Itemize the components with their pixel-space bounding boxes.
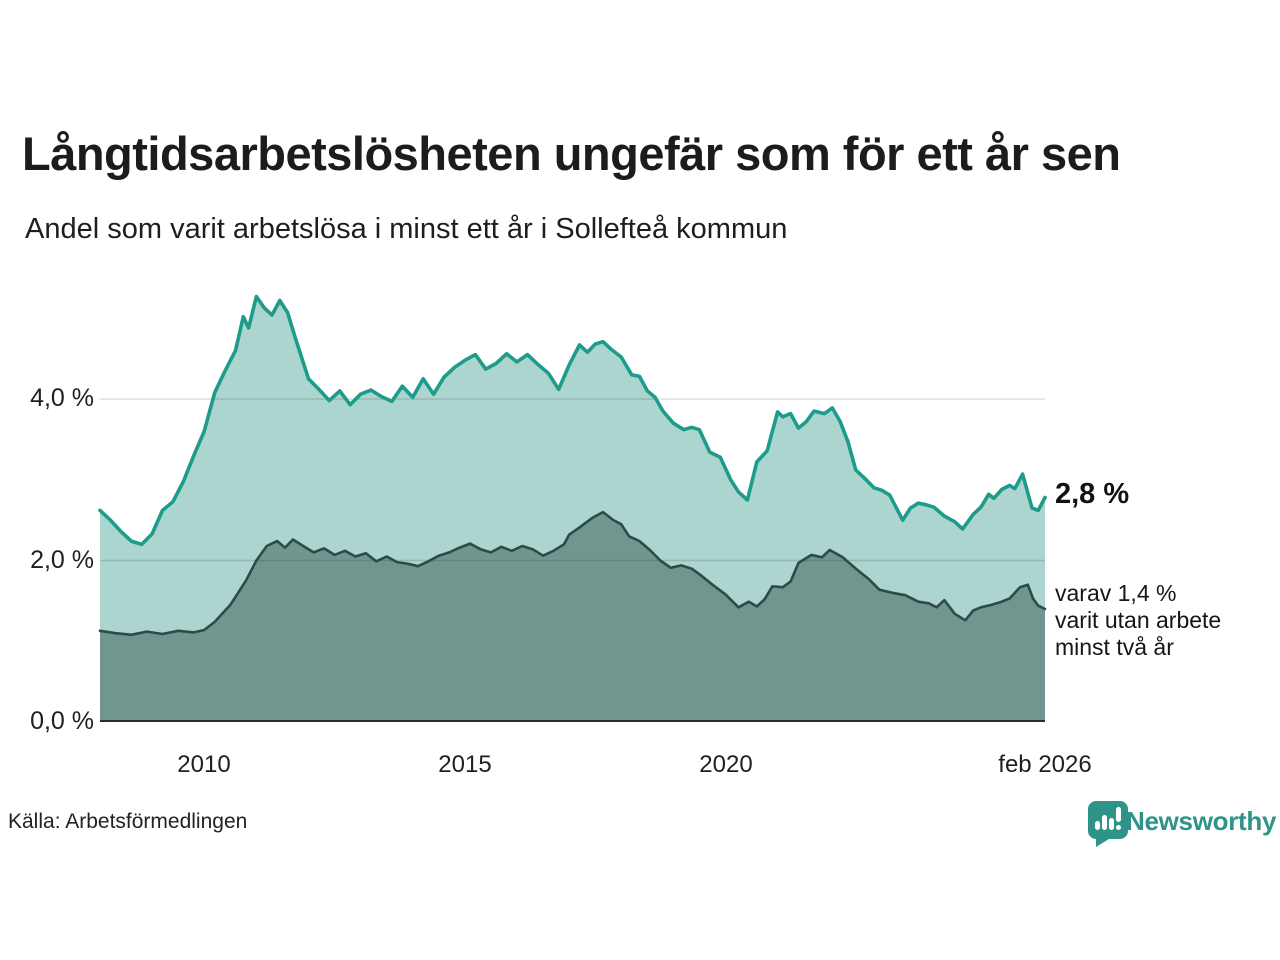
logo-bar-2 — [1102, 815, 1107, 830]
series-2-line — [98, 510, 1047, 637]
subset-annotation: varav 1,4 % varit utan arbete minst två … — [1055, 580, 1222, 660]
area-chart-plot — [98, 294, 1047, 722]
x-axis-tick-2015: 2015 — [438, 751, 492, 778]
y-axis-tick-2: 2,0 % — [30, 546, 94, 574]
logo-exclaim-bar — [1116, 807, 1121, 822]
series-2-area-fill — [100, 512, 1045, 722]
logo-exclaim-dot — [1116, 825, 1121, 830]
logo-bar-1 — [1095, 821, 1100, 830]
x-axis-tick-2020: 2020 — [699, 751, 753, 778]
x-axis-tick-2010: 2010 — [177, 751, 231, 778]
page-title: Långtidsarbetslösheten ungefär som för e… — [22, 127, 1121, 180]
y-axis-tick-4: 4,0 % — [30, 384, 94, 412]
series-1-line — [98, 294, 1047, 547]
newsworthy-logo-text: Newsworthy — [1126, 806, 1277, 836]
x-axis-tick-feb-2026: feb 2026 — [998, 751, 1092, 778]
source-credit: Källa: Arbetsförmedlingen — [8, 810, 248, 833]
latest-value-label: 2,8 % — [1055, 478, 1130, 510]
chart-subtitle: Andel som varit arbetslösa i minst ett å… — [25, 213, 788, 245]
y-axis-tick-0: 0,0 % — [30, 707, 94, 735]
logo-bar-3 — [1109, 818, 1114, 830]
logo-bubble-shape — [1088, 801, 1128, 847]
newsworthy-logo-icon — [1088, 801, 1128, 847]
